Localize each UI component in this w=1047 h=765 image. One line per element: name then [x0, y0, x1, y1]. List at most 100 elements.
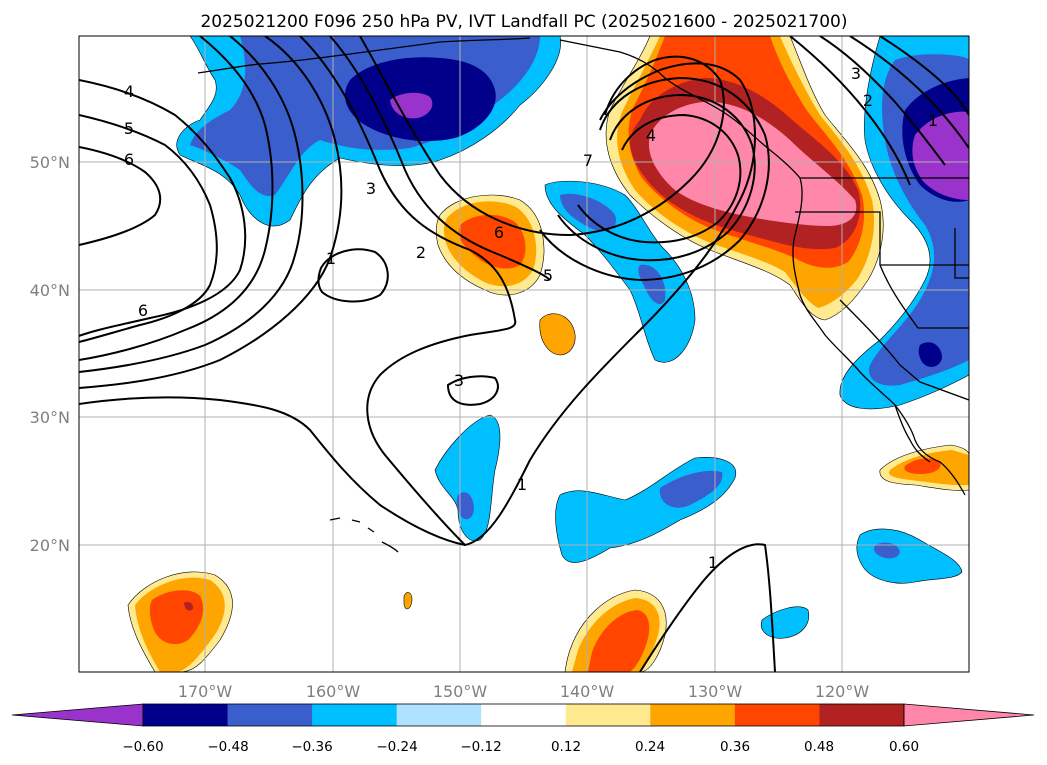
pv-contour-ring-3: [577, 113, 742, 244]
colorbar-cell: [227, 704, 313, 726]
contour-label: 3: [454, 371, 464, 390]
contour-label: 2: [863, 91, 873, 110]
pv-contour-6: [79, 146, 162, 246]
latitude-labels: 50°N 40°N 30°N 20°N: [30, 153, 70, 555]
lon-label: 130°W: [688, 682, 743, 701]
contour-label: 2: [416, 243, 426, 262]
contour-label: 7: [583, 151, 593, 170]
colorbar-tick-label: 0.24: [635, 739, 665, 755]
pv-contour-7: [359, 36, 725, 237]
colorbar-tick-label: 0.36: [720, 739, 750, 755]
neg-region-subtropical-2-core: [659, 470, 723, 508]
contour-label: 1: [708, 553, 718, 572]
coastline-baja: [894, 404, 931, 463]
colorbar-cell: [650, 704, 736, 726]
contour-label: 6: [494, 223, 504, 242]
state-border-4: [839, 299, 969, 401]
contour-label: 4: [124, 82, 134, 101]
pos-region-central-pacific-red: [458, 214, 526, 269]
coastline-aleutians: [197, 37, 531, 74]
ivt-shading: [127, 36, 969, 672]
state-border-2: [795, 211, 969, 266]
contour-label: 3: [366, 179, 376, 198]
lat-label: 50°N: [30, 153, 70, 172]
contour-label: 3: [851, 64, 861, 83]
lon-label: 120°W: [815, 682, 870, 701]
longitude-labels: 170°W 160°W 150°W 140°W 130°W 120°W: [178, 682, 870, 701]
colorbar-extend-max: [903, 703, 1035, 727]
colorbar-cell: [481, 704, 567, 726]
colorbar-tick-label: −0.48: [207, 739, 248, 755]
pv-contour-2: [329, 36, 551, 281]
pv-contour-east-3: [849, 36, 969, 149]
state-border-3: [879, 264, 969, 329]
pv-contour-3b: [446, 375, 499, 406]
neg-region-gulf-alaska-core2: [638, 264, 666, 305]
pos-region-southwest-dark: [184, 601, 194, 611]
lon-label: 160°W: [306, 682, 361, 701]
contour-label: 5: [543, 266, 553, 285]
contour-label: 6: [138, 301, 148, 320]
colorbar-frame: [142, 703, 905, 727]
neg-region-subtropical-1: [434, 414, 501, 542]
pos-region-hawaii-spot: [403, 592, 413, 610]
pv-contour-1a: [79, 396, 466, 546]
pv-contours: [79, 36, 969, 672]
pv-contour-ring-1: [539, 76, 770, 282]
colorbar-extend-min: [11, 703, 144, 727]
colorbar-cell: [734, 704, 820, 726]
neg-region-socal: [918, 342, 942, 367]
colorbar-tick-label: −0.12: [460, 739, 501, 755]
colorbar-tick-label: 0.12: [551, 739, 581, 755]
neg-region-north-pacific-min: [390, 92, 433, 119]
map-frame: [78, 35, 970, 673]
neg-region-subtropical-3: [856, 528, 963, 584]
lat-label: 20°N: [30, 536, 70, 555]
lat-label: 40°N: [30, 281, 70, 300]
neg-region-gulf-alaska: [544, 180, 696, 363]
colorbar-tick-label: 0.60: [889, 739, 919, 755]
colorbar-cell: [819, 704, 905, 726]
pv-contour-a: [79, 36, 274, 361]
pv-contour-ring-2: [557, 93, 756, 262]
contour-label: 4: [646, 126, 656, 145]
pos-region-baja-red: [904, 458, 941, 474]
contour-label: 1: [326, 249, 336, 268]
colorbar-cell: [312, 704, 398, 726]
figure-title: 2025021200 F096 250 hPa PV, IVT Landfall…: [200, 12, 847, 32]
contour-label: 1: [928, 111, 938, 130]
pos-region-central-pacific-2: [539, 313, 576, 356]
lat-label: 30°N: [30, 408, 70, 427]
neg-region-subtropical-1-core: [456, 492, 474, 520]
contour-label: 5: [124, 119, 134, 138]
pv-contour-b: [79, 36, 304, 373]
pv-contour-east-4: [879, 36, 969, 116]
gridlines: [79, 36, 969, 672]
pv-contour-east-2: [819, 36, 946, 166]
pv-contour-5: [79, 114, 218, 343]
colorbar-tick-label: 0.48: [804, 739, 834, 755]
pv-contour-east-1: [789, 36, 911, 186]
pv-contour-1c: [639, 543, 776, 672]
contour-labels: 4 5 6 3 1 2 6 3 7 4 6 5 3 2 1 1 1: [124, 64, 938, 572]
pv-contour-4: [79, 79, 247, 337]
neg-region-subtropical-3-core: [874, 542, 900, 559]
neg-region-gulf-alaska-core: [560, 193, 616, 232]
pv-contour-3: [299, 36, 756, 547]
state-border-5: [954, 228, 969, 279]
coastline-us-west: [792, 177, 966, 496]
map-panel: 4 5 6 3 1 2 6 3 7 4 6 5 3 2 1 1 1: [78, 35, 970, 673]
colorbar-tick-label: −0.60: [122, 739, 163, 755]
hawaii-islands: [329, 517, 399, 553]
lon-label: 140°W: [560, 682, 615, 701]
colorbar-cells: [11, 703, 1035, 727]
colorbar-cell: [565, 704, 651, 726]
contour-label: 6: [124, 150, 134, 169]
pos-region-south-red: [588, 610, 650, 672]
colorbar-tick-label: −0.36: [291, 739, 332, 755]
contour-label: 1: [517, 475, 527, 494]
pv-contour-1b: [317, 248, 389, 303]
lon-label: 150°W: [433, 682, 488, 701]
lon-label: 170°W: [178, 682, 233, 701]
